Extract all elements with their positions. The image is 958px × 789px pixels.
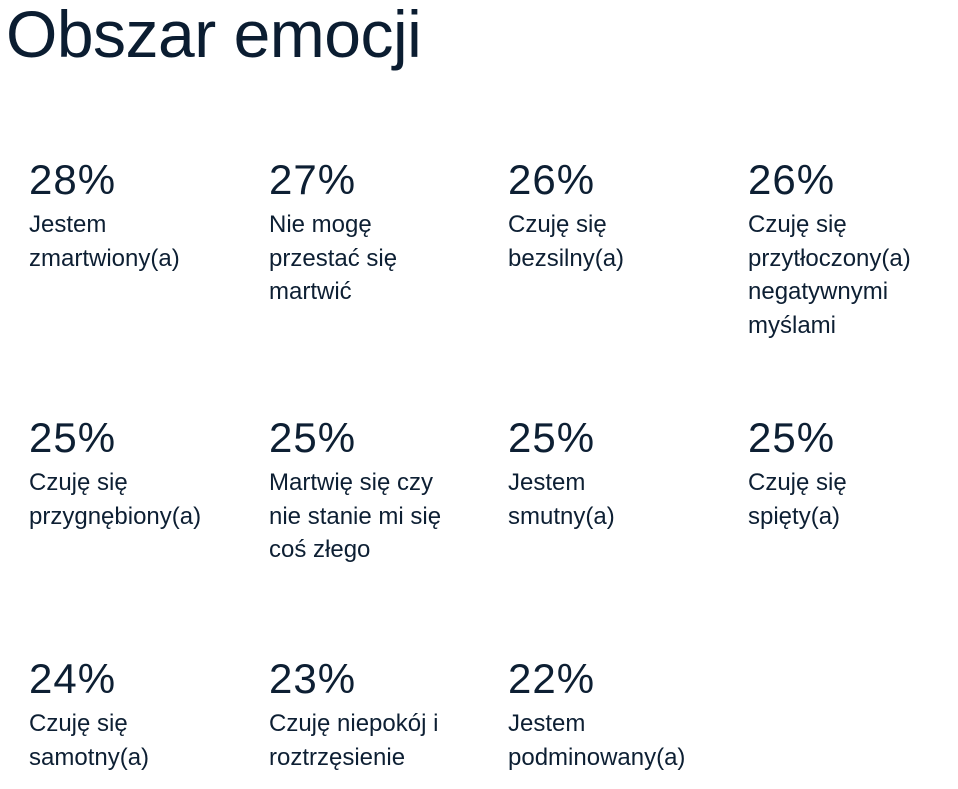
stat-description: Jestem podminowany(a) — [508, 707, 738, 774]
stat-description-line: Martwię się czy — [269, 469, 434, 496]
stat-description-line: myślami — [748, 311, 836, 339]
stat-card: 25% Czuję się spięty(a) — [748, 414, 958, 533]
stat-card: 28% Jestem zmartwiony(a) — [29, 156, 259, 275]
stat-description: Martwię się czy nie stanie mi się coś zł… — [269, 466, 499, 567]
stat-description: Czuję się przygnębiony(a) — [29, 466, 259, 533]
stat-description: Jestem smutny(a) — [508, 466, 738, 533]
stat-description-line: Czuję się — [29, 710, 128, 737]
stat-card: 26% Czuję się przytłoczony(a) negatywnym… — [748, 156, 958, 342]
stat-percentage: 25% — [29, 414, 117, 461]
stat-percentage: 23% — [269, 655, 357, 702]
stat-description: Nie mogę przestać się martwić — [269, 208, 499, 309]
stat-percentage: 22% — [508, 655, 596, 702]
stat-description-line: Czuję się — [508, 211, 607, 238]
stat-description-line: coś złego — [269, 536, 371, 563]
stats-grid: 28% Jestem zmartwiony(a) 27% Nie mogę pr… — [29, 0, 958, 789]
stat-description-line: Czuję się — [29, 469, 128, 496]
stat-description: Czuję się przytłoczony(a) negatywnymi my… — [748, 208, 958, 342]
stat-description-line: negatywnymi — [748, 278, 889, 305]
page-title: Obszar emocji — [6, 0, 422, 71]
stat-description: Czuję się samotny(a) — [29, 707, 259, 774]
stat-percentage: 24% — [29, 655, 117, 702]
stat-card: 27% Nie mogę przestać się martwić — [269, 156, 499, 309]
stat-percentage: 26% — [508, 156, 596, 203]
stat-description-line: Jestem — [508, 710, 586, 737]
stat-percentage: 26% — [748, 156, 836, 203]
stat-card: 25% Jestem smutny(a) — [508, 414, 738, 533]
stat-percentage: 25% — [748, 414, 836, 461]
stat-description-line: bezsilny(a) — [508, 244, 625, 272]
stat-description: Czuję się spięty(a) — [748, 466, 958, 533]
stat-percentage: 28% — [29, 156, 117, 203]
stat-description-line: przygnębiony(a) — [29, 502, 202, 530]
stat-card: 26% Czuję się bezsilny(a) — [508, 156, 738, 275]
stat-description-line: Czuję się — [748, 469, 847, 496]
stat-card: 23% Czuję niepokój i roztrzęsienie — [269, 655, 499, 774]
stat-card: 25% Czuję się przygnębiony(a) — [29, 414, 259, 533]
stat-card: 24% Czuję się samotny(a) — [29, 655, 259, 774]
stat-description-line: przytłoczony(a) — [748, 244, 911, 272]
stat-description-line: przestać się — [269, 244, 398, 272]
stat-description: Jestem zmartwiony(a) — [29, 208, 259, 275]
stat-description-line: nie stanie mi się — [269, 502, 442, 530]
stat-description-line: roztrzęsienie — [269, 743, 406, 771]
stat-percentage: 25% — [508, 414, 596, 461]
stat-description-line: martwić — [269, 278, 352, 305]
stat-card: 25% Martwię się czy nie stanie mi się co… — [269, 414, 499, 567]
stat-description-line: Jestem — [29, 211, 107, 238]
stat-card: 22% Jestem podminowany(a) — [508, 655, 738, 774]
stat-percentage: 27% — [269, 156, 357, 203]
stat-description-line: Czuję niepokój i — [269, 710, 439, 737]
stat-description: Czuję się bezsilny(a) — [508, 208, 738, 275]
stat-description-line: Czuję się — [748, 211, 847, 238]
stat-description-line: Jestem — [508, 469, 586, 496]
stat-percentage: 25% — [269, 414, 357, 461]
stat-description: Czuję niepokój i roztrzęsienie — [269, 707, 499, 774]
stat-description-line: Nie mogę — [269, 211, 372, 238]
stat-description-line: podminowany(a) — [508, 743, 686, 771]
stat-description-line: zmartwiony(a) — [29, 244, 180, 272]
stat-description-line: spięty(a) — [748, 502, 841, 530]
stat-description-line: samotny(a) — [29, 743, 150, 771]
stat-description-line: smutny(a) — [508, 502, 615, 530]
